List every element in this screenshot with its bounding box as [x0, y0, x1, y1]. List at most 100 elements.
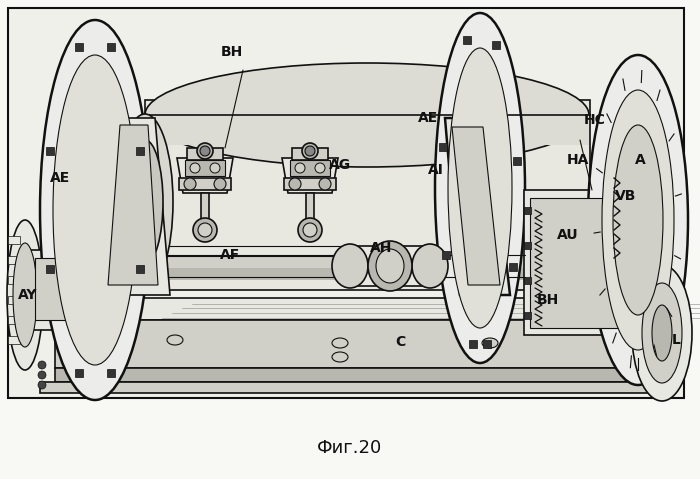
Polygon shape: [452, 127, 500, 285]
Text: AF: AF: [220, 248, 240, 262]
Ellipse shape: [40, 20, 150, 400]
Ellipse shape: [190, 163, 200, 173]
Bar: [8, 256, 20, 264]
Ellipse shape: [38, 361, 46, 369]
Ellipse shape: [448, 48, 512, 328]
Ellipse shape: [145, 63, 589, 167]
Bar: [290, 160, 330, 176]
Bar: [530, 198, 618, 328]
Bar: [524, 242, 531, 249]
Ellipse shape: [117, 114, 173, 290]
Bar: [46, 265, 54, 273]
Ellipse shape: [652, 305, 672, 361]
Bar: [8, 296, 20, 304]
Bar: [524, 277, 531, 284]
Ellipse shape: [482, 338, 498, 348]
Text: AY: AY: [18, 288, 38, 302]
Ellipse shape: [412, 244, 448, 288]
Ellipse shape: [298, 218, 322, 242]
Ellipse shape: [319, 178, 331, 190]
Ellipse shape: [7, 220, 43, 370]
Bar: [440, 143, 447, 151]
Polygon shape: [145, 115, 590, 290]
Ellipse shape: [642, 283, 682, 383]
Bar: [75, 44, 83, 51]
Bar: [524, 190, 624, 335]
Text: BH: BH: [221, 45, 243, 59]
Ellipse shape: [332, 244, 368, 288]
Ellipse shape: [38, 371, 46, 379]
Bar: [8, 236, 20, 244]
Bar: [284, 178, 336, 190]
Polygon shape: [108, 125, 158, 285]
Ellipse shape: [127, 140, 163, 264]
Bar: [524, 207, 531, 214]
Text: AE: AE: [50, 171, 70, 185]
Bar: [306, 193, 314, 228]
Ellipse shape: [214, 178, 226, 190]
Ellipse shape: [197, 143, 213, 159]
Bar: [509, 263, 517, 271]
Ellipse shape: [289, 178, 301, 190]
Text: BH: BH: [537, 293, 559, 307]
Text: Фиг.20: Фиг.20: [317, 439, 383, 457]
Ellipse shape: [602, 90, 674, 350]
Bar: [470, 340, 477, 348]
Ellipse shape: [368, 241, 412, 291]
Ellipse shape: [305, 146, 315, 156]
Bar: [145, 255, 525, 277]
Bar: [8, 276, 20, 284]
Bar: [8, 316, 20, 324]
Ellipse shape: [376, 249, 404, 283]
Ellipse shape: [332, 352, 348, 362]
Text: AG: AG: [329, 158, 351, 172]
Text: C: C: [395, 335, 405, 349]
Ellipse shape: [193, 218, 217, 242]
Text: HA: HA: [567, 153, 589, 167]
Bar: [292, 148, 328, 160]
Bar: [524, 312, 531, 319]
Bar: [75, 368, 83, 376]
Bar: [492, 41, 500, 49]
Ellipse shape: [200, 146, 210, 156]
Bar: [145, 115, 589, 145]
Ellipse shape: [210, 163, 220, 173]
Ellipse shape: [184, 178, 196, 190]
Text: VB: VB: [615, 189, 637, 203]
Polygon shape: [40, 382, 670, 393]
Bar: [35, 258, 80, 320]
Polygon shape: [145, 100, 590, 115]
Polygon shape: [445, 118, 510, 295]
Ellipse shape: [613, 125, 663, 315]
Ellipse shape: [198, 223, 212, 237]
Bar: [201, 193, 209, 228]
Ellipse shape: [435, 13, 525, 363]
Text: A: A: [635, 153, 645, 167]
Ellipse shape: [295, 163, 305, 173]
Polygon shape: [55, 368, 660, 382]
Bar: [179, 178, 231, 190]
Polygon shape: [55, 320, 660, 368]
Ellipse shape: [315, 163, 325, 173]
Bar: [46, 147, 54, 155]
Bar: [482, 340, 491, 348]
Bar: [185, 160, 225, 176]
Polygon shape: [282, 158, 338, 193]
Ellipse shape: [302, 143, 318, 159]
Text: HC: HC: [584, 113, 606, 127]
Text: AU: AU: [557, 228, 579, 242]
Bar: [136, 265, 144, 273]
Ellipse shape: [167, 335, 183, 345]
Text: AH: AH: [370, 241, 392, 255]
Ellipse shape: [13, 243, 37, 347]
Bar: [8, 8, 684, 398]
Polygon shape: [177, 158, 233, 193]
Bar: [8, 336, 20, 344]
Polygon shape: [55, 298, 660, 320]
Ellipse shape: [53, 55, 137, 365]
Bar: [187, 148, 223, 160]
Ellipse shape: [632, 265, 692, 401]
Bar: [350, 246, 430, 286]
Text: L: L: [671, 333, 680, 347]
Text: AI: AI: [428, 163, 444, 177]
